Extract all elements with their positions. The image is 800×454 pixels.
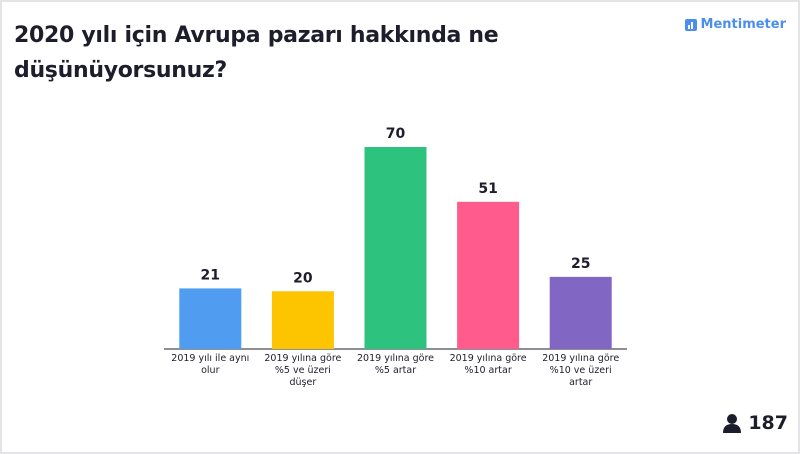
bar xyxy=(179,288,242,349)
category-label: 2019 yılı ile aynı olur xyxy=(171,353,250,376)
brand-name: Mentimeter xyxy=(700,17,786,32)
bar xyxy=(271,291,334,349)
value-label: 25 xyxy=(571,256,590,272)
category-label: 2019 yılına göre %10 artar xyxy=(449,353,527,376)
participant-count: 187 xyxy=(722,412,788,434)
category-label: 2019 yılına göre %5 ve üzeri düşer xyxy=(264,353,342,388)
participant-number: 187 xyxy=(748,412,788,434)
bar xyxy=(364,147,427,349)
bar xyxy=(457,201,520,349)
category-label: 2019 yılına göre %10 ve üzeri artar xyxy=(542,353,620,388)
bar xyxy=(549,276,612,349)
value-label: 20 xyxy=(293,270,313,286)
slide-title: 2020 yılı için Avrupa pazarı hakkında ne… xyxy=(14,23,499,83)
user-icon xyxy=(723,414,742,433)
value-label: 51 xyxy=(478,181,497,197)
value-label: 21 xyxy=(201,267,220,283)
value-label: 70 xyxy=(386,126,406,142)
brand: Mentimeter xyxy=(684,17,786,32)
brand-icon xyxy=(684,18,697,31)
category-label: 2019 yılına göre %5 artar xyxy=(357,353,434,376)
